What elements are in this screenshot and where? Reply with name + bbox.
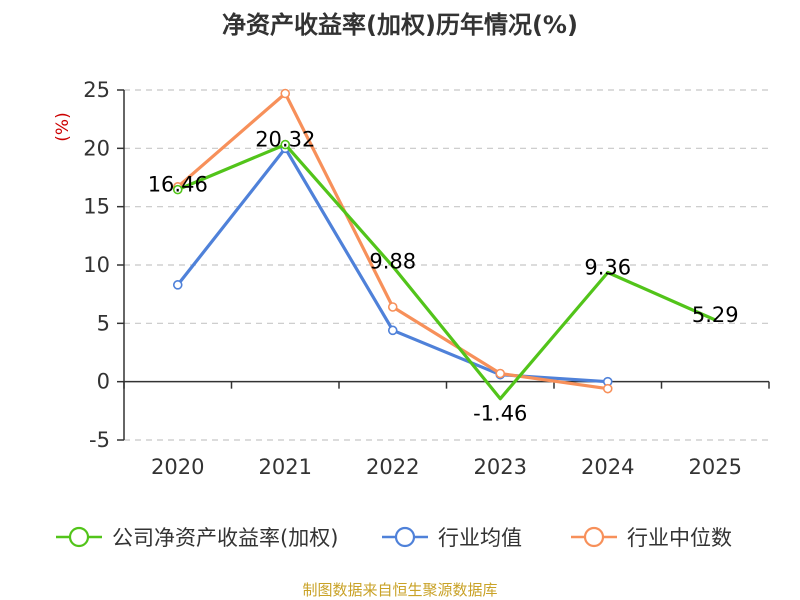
legend-marker	[394, 526, 416, 548]
legend-marker	[583, 526, 605, 548]
data-point	[495, 368, 506, 379]
data-source: 制图数据来自恒生聚源数据库	[302, 581, 497, 599]
data-point	[280, 139, 291, 150]
y-tick-label: 25	[83, 78, 110, 102]
y-tick-label: 0	[97, 370, 110, 394]
legend: 公司净资产收益率(加权) 行业均值 行业中位数	[56, 526, 732, 550]
legend-label: 行业均值	[438, 526, 522, 550]
axes: 25 20 15 10 5 0 -5 2020 2021 2022 2023 2024 2025	[83, 78, 770, 479]
series-0	[172, 139, 716, 401]
legend-label: 行业中位数	[627, 526, 732, 550]
y-tick-label: 20	[83, 136, 110, 160]
data-label: 9.88	[369, 249, 416, 273]
y-tick-label: 15	[83, 195, 110, 219]
y-tick-label: 5	[97, 311, 110, 335]
x-tick-label: 2021	[259, 455, 312, 479]
data-label: 20.32	[255, 128, 315, 152]
chart-title: 净资产收益率(加权)历年情况(%)	[222, 11, 578, 39]
data-point	[387, 325, 398, 336]
data-labels: 16.46 20.32 9.88 -1.46 9.36 5.29	[148, 128, 739, 426]
data-point	[172, 280, 183, 290]
data-label: 16.46	[148, 173, 208, 197]
y-tick-label: -5	[89, 428, 110, 452]
series-line	[177, 143, 716, 401]
legend-label: 公司净资产收益率(加权)	[112, 526, 338, 550]
y-tick-label: 10	[83, 253, 110, 277]
grid-lines	[124, 89, 769, 441]
series-line	[176, 91, 609, 391]
x-tick-label: 2023	[474, 455, 527, 479]
data-point	[602, 383, 613, 394]
data-label: -1.46	[473, 402, 527, 426]
data-point	[172, 184, 183, 195]
data-point	[387, 302, 398, 312]
data-point	[280, 88, 291, 99]
x-tick-label: 2024	[581, 455, 634, 479]
x-tick-label: 2020	[151, 455, 204, 479]
series-layer	[172, 88, 716, 401]
x-tick-label: 2022	[366, 455, 419, 479]
legend-marker	[68, 526, 90, 548]
data-label: 9.36	[584, 255, 631, 279]
data-label: 5.29	[692, 303, 739, 327]
x-tick-label: 2025	[689, 455, 742, 479]
y-axis-unit: (%)	[53, 112, 73, 141]
